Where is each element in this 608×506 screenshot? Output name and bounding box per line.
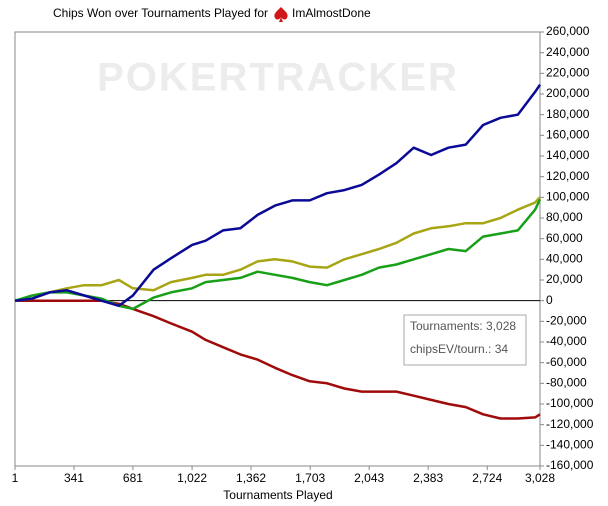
y-tick-label: -120,000 [546, 417, 594, 431]
y-tick-label: 160,000 [546, 128, 590, 142]
x-tick-label: 341 [64, 471, 84, 485]
y-tick-label: 100,000 [546, 190, 590, 204]
y-tick-label: -20,000 [546, 314, 587, 328]
y-tick-label: -140,000 [546, 438, 594, 452]
y-tick-label: -80,000 [546, 376, 587, 390]
player-icon [274, 7, 288, 22]
series-line [14, 196, 541, 302]
x-tick-label: 3,028 [525, 471, 555, 485]
y-tick-label: -160,000 [546, 458, 594, 472]
y-tick-label: 20,000 [546, 272, 583, 286]
watermark: POKERTRACKER [97, 56, 459, 100]
x-tick-label: 2,724 [472, 471, 502, 485]
x-tick-label: 2,043 [354, 471, 384, 485]
x-tick-label: 1,703 [295, 471, 325, 485]
y-tick-label: 180,000 [546, 107, 590, 121]
x-tick-label: 681 [123, 471, 143, 485]
x-tick-label: 1,022 [177, 471, 207, 485]
player-name: ImAlmostDone [292, 6, 371, 20]
y-tick-label: -60,000 [546, 355, 587, 369]
y-tick-label: -40,000 [546, 334, 587, 348]
tooltip-line: Tournaments: 3,028 [410, 319, 516, 333]
y-tick-label: 140,000 [546, 148, 590, 162]
series-line [14, 83, 542, 308]
y-tick-label: -100,000 [546, 396, 594, 410]
x-axis-label: Tournaments Played [223, 488, 332, 502]
y-tick-label: 220,000 [546, 66, 590, 80]
chart-title: Chips Won over Tournaments Played for [53, 6, 268, 20]
y-tick-label: 200,000 [546, 86, 590, 100]
y-tick-label: 260,000 [546, 24, 590, 38]
y-tick-label: 80,000 [546, 210, 583, 224]
plot-frame [14, 31, 541, 467]
tooltip-box [403, 314, 527, 366]
x-tick-label: 1,362 [236, 471, 266, 485]
y-tick-label: 60,000 [546, 231, 583, 245]
x-tick-label: 1 [12, 471, 19, 485]
y-tick-label: 40,000 [546, 252, 583, 266]
y-tick-label: 240,000 [546, 45, 590, 59]
x-tick-label: 2,383 [413, 471, 443, 485]
y-tick-label: 120,000 [546, 169, 590, 183]
y-tick-label: 0 [546, 293, 553, 307]
series-line [14, 198, 542, 311]
tooltip-line: chipsEV/tourn.: 34 [410, 342, 508, 356]
